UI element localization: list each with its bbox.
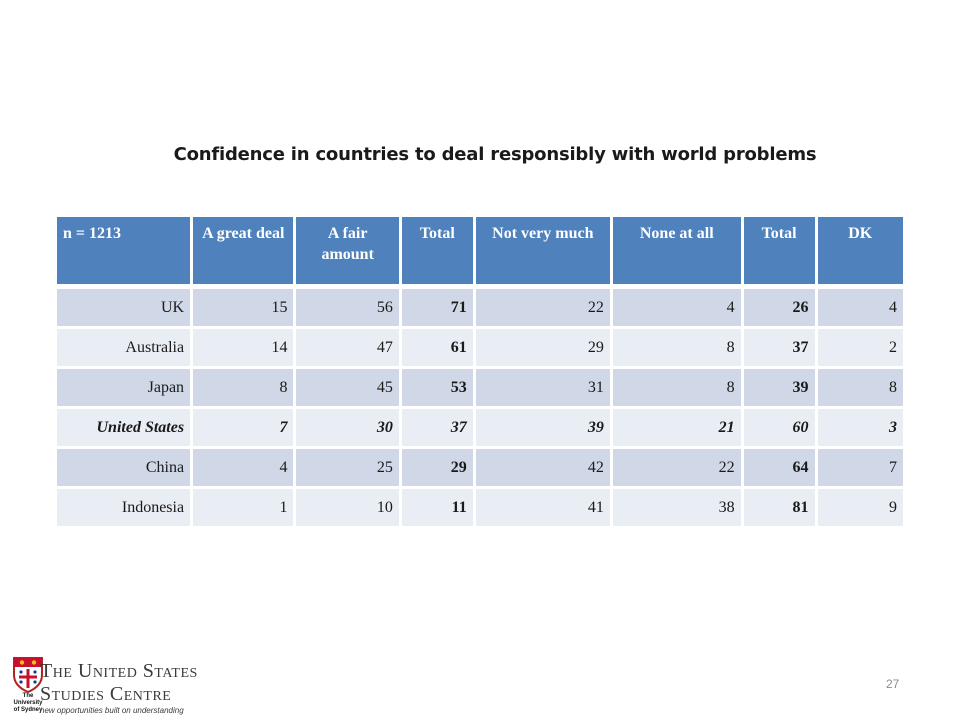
row-country: Australia: [57, 326, 194, 366]
cell-total-not-confident: 60: [743, 406, 818, 446]
header-total-not-confident: Total: [743, 217, 818, 284]
cell-great-deal: 4: [193, 446, 297, 486]
header-fair-amount: A fair amount: [296, 217, 402, 284]
header-great-deal: A great deal: [193, 217, 297, 284]
cell-none-at-all: 8: [612, 326, 744, 366]
cell-dont-know: 7: [817, 446, 903, 486]
cell-dont-know: 2: [817, 326, 903, 366]
cell-none-at-all: 4: [612, 284, 744, 326]
header-dont-know: DK: [817, 217, 903, 284]
row-country: United States: [57, 406, 194, 446]
cell-great-deal: 15: [193, 284, 297, 326]
cell-none-at-all: 21: [612, 406, 744, 446]
cell-none-at-all: 38: [612, 486, 744, 526]
table-row: Australia 14 47 61 29 8 37 2: [57, 326, 903, 366]
cell-total-confident: 53: [401, 366, 476, 406]
page-number: 27: [886, 677, 900, 691]
cell-total-confident: 71: [401, 284, 476, 326]
cell-fair-amount: 25: [296, 446, 402, 486]
cell-total-confident: 29: [401, 446, 476, 486]
cell-fair-amount: 45: [296, 366, 402, 406]
cell-not-very-much: 29: [475, 326, 613, 366]
table-row: China 4 25 29 42 22 64 7: [57, 446, 903, 486]
table-row: Indonesia 1 10 11 41 38 81 9: [57, 486, 903, 526]
table-row: Japan 8 45 53 31 8 39 8: [57, 366, 903, 406]
cell-none-at-all: 8: [612, 366, 744, 406]
slide-title: Confidence in countries to deal responsi…: [173, 144, 817, 165]
cell-total-confident: 11: [401, 486, 476, 526]
logo-title-line2: Studies Centre: [40, 683, 172, 705]
cell-great-deal: 7: [193, 406, 297, 446]
cell-total-not-confident: 81: [743, 486, 818, 526]
cell-great-deal: 14: [193, 326, 297, 366]
cell-great-deal: 1: [193, 486, 297, 526]
logo-tagline: new opportunities built on understanding: [40, 706, 184, 715]
crest-caption: The University of Sydney: [13, 693, 43, 713]
cell-not-very-much: 41: [475, 486, 613, 526]
header-row: n = 1213 A great deal A fair amount Tota…: [57, 217, 903, 284]
header-sample-size: n = 1213: [57, 217, 194, 284]
cell-fair-amount: 10: [296, 486, 402, 526]
university-crest-icon: The University of Sydney: [10, 655, 46, 717]
row-country: China: [57, 446, 194, 486]
cell-not-very-much: 39: [475, 406, 613, 446]
row-country: Japan: [57, 366, 194, 406]
confidence-table: n = 1213 A great deal A fair amount Tota…: [57, 217, 903, 526]
cell-total-confident: 37: [401, 406, 476, 446]
cell-dont-know: 4: [817, 284, 903, 326]
header-total-confident: Total: [401, 217, 476, 284]
cell-not-very-much: 31: [475, 366, 613, 406]
header-not-very-much: Not very much: [475, 217, 613, 284]
cell-not-very-much: 42: [475, 446, 613, 486]
ussc-logo: The University of Sydney: [10, 655, 230, 717]
cell-great-deal: 8: [193, 366, 297, 406]
cell-none-at-all: 22: [612, 446, 744, 486]
row-country: UK: [57, 284, 194, 326]
logo-title-line1: The United States: [40, 660, 198, 682]
cell-dont-know: 3: [817, 406, 903, 446]
cell-total-not-confident: 39: [743, 366, 818, 406]
cell-total-not-confident: 26: [743, 284, 818, 326]
header-none-at-all: None at all: [612, 217, 744, 284]
cell-total-confident: 61: [401, 326, 476, 366]
cell-fair-amount: 56: [296, 284, 402, 326]
table-row: UK 15 56 71 22 4 26 4: [57, 284, 903, 326]
row-country: Indonesia: [57, 486, 194, 526]
cell-fair-amount: 30: [296, 406, 402, 446]
table-row-highlighted: United States 7 30 37 39 21 60 3: [57, 406, 903, 446]
cell-dont-know: 9: [817, 486, 903, 526]
cell-dont-know: 8: [817, 366, 903, 406]
cell-total-not-confident: 64: [743, 446, 818, 486]
cell-total-not-confident: 37: [743, 326, 818, 366]
cell-fair-amount: 47: [296, 326, 402, 366]
cell-not-very-much: 22: [475, 284, 613, 326]
